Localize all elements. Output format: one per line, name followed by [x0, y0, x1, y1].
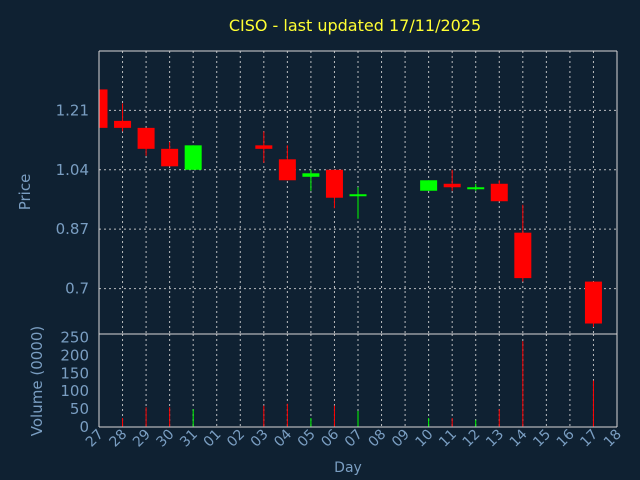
x-tick-label: 07 — [342, 427, 366, 451]
x-tick-label: 17 — [577, 427, 601, 451]
candle-body — [114, 120, 132, 128]
x-tick-label: 04 — [271, 426, 295, 450]
x-tick-label: 01 — [201, 427, 225, 451]
candle-body — [514, 232, 532, 279]
candle-body — [302, 173, 320, 177]
volume-layer — [122, 341, 594, 427]
volume-axis-label: Volume (0000) — [28, 326, 46, 436]
volume-tick-label: 250 — [60, 329, 89, 347]
x-tick-label: 31 — [177, 427, 201, 451]
candle-body — [161, 148, 179, 167]
candle-body — [255, 145, 273, 149]
candle-body — [349, 194, 367, 197]
volume-tick-label: 0 — [79, 418, 89, 436]
candle-body — [278, 159, 296, 181]
volume-tick-label: 100 — [60, 382, 89, 400]
price-tick-label: 1.04 — [56, 161, 89, 179]
price-tick-label: 1.21 — [56, 101, 89, 119]
x-tick-label: 28 — [106, 427, 130, 451]
price-tick-label: 0.7 — [65, 280, 89, 298]
x-tick-label: 14 — [507, 426, 531, 450]
candle-body — [184, 145, 202, 170]
candle-body — [467, 187, 485, 190]
x-tick-label: 05 — [295, 427, 319, 451]
price-axis-label: Price — [16, 174, 34, 211]
x-tick-label: 13 — [483, 427, 507, 451]
x-tick-label: 11 — [436, 427, 460, 451]
x-tick-label: 12 — [460, 427, 484, 451]
candle-body — [325, 169, 343, 198]
candle-layer — [98, 89, 602, 328]
chart-title: CISO - last updated 17/11/2025 — [229, 16, 481, 35]
candle-body — [584, 281, 602, 324]
x-tick-label: 15 — [530, 427, 554, 451]
x-tick-label: 10 — [413, 427, 437, 451]
x-tick-label: 06 — [318, 426, 342, 450]
x-tick-label: 03 — [248, 427, 272, 451]
candle-body — [420, 180, 438, 191]
volume-tick-label: 50 — [70, 400, 89, 418]
candle-body — [490, 183, 508, 202]
candle-body — [443, 183, 461, 188]
x-tick-label: 02 — [224, 427, 248, 451]
x-tick-label: 08 — [365, 427, 389, 451]
candle-body — [99, 89, 108, 128]
price-tick-label: 0.87 — [56, 220, 89, 238]
x-tick-label: 16 — [554, 426, 578, 450]
volume-tick-label: 150 — [60, 364, 89, 382]
x-axis-label: Day — [334, 460, 362, 476]
x-tick-label: 30 — [154, 427, 178, 451]
x-tick-label: 29 — [130, 427, 154, 451]
grid-layer — [99, 51, 617, 427]
x-tick-label: 09 — [389, 427, 413, 451]
candle-body — [137, 127, 155, 149]
volume-tick-label: 200 — [60, 346, 89, 364]
x-tick-label: 18 — [601, 427, 625, 451]
